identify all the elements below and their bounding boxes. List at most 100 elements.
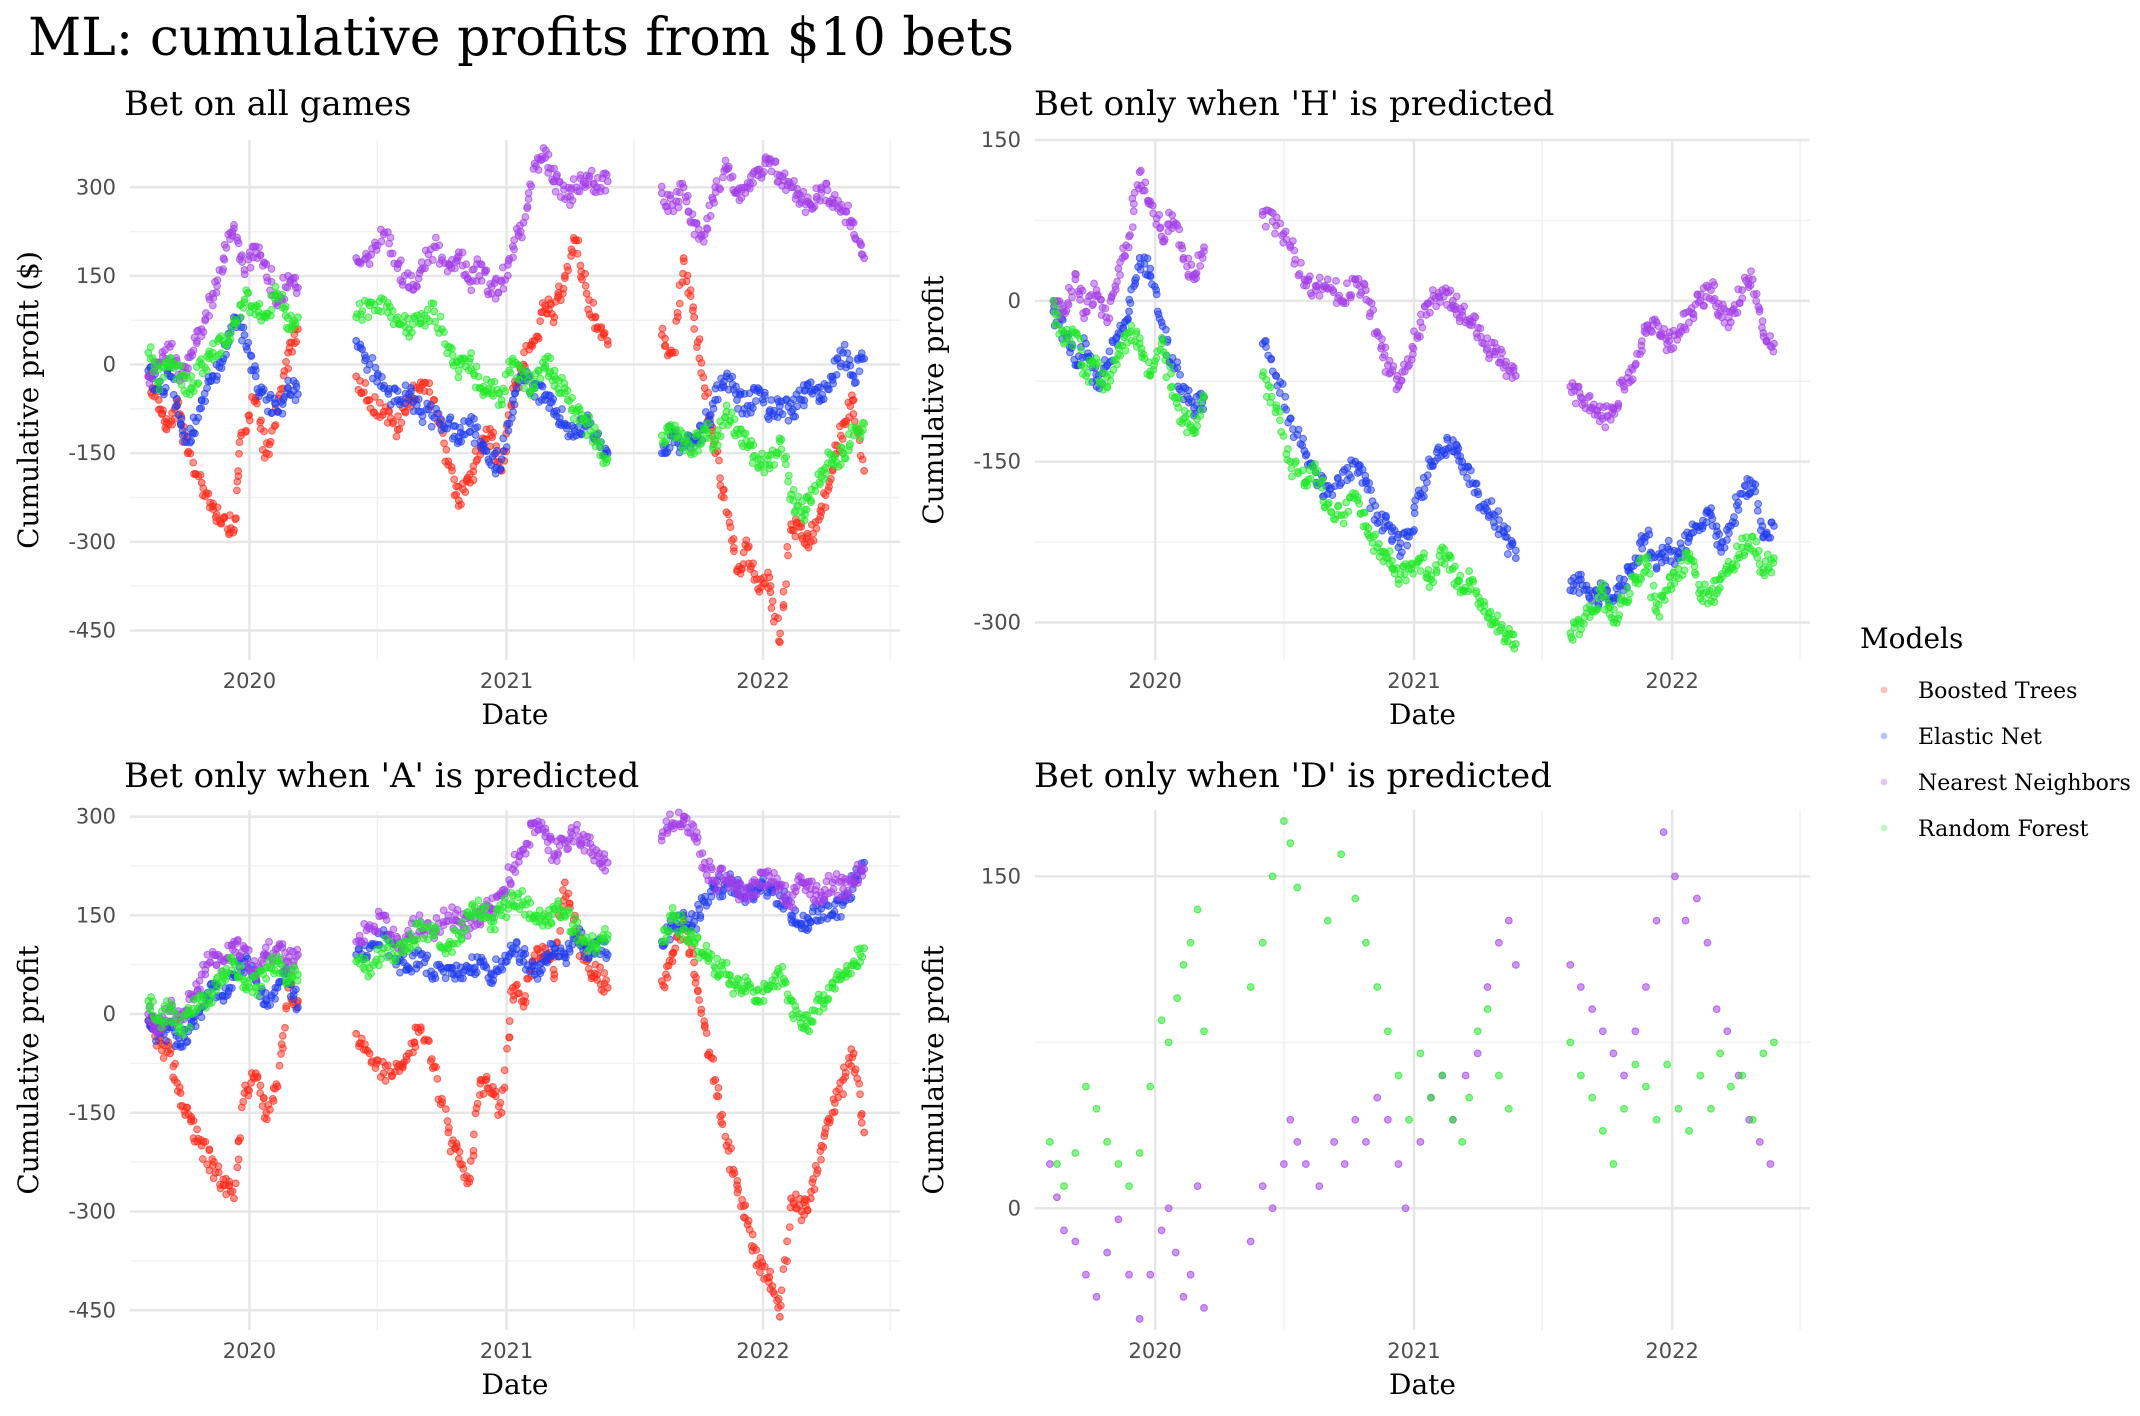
data-point: [569, 415, 578, 423]
data-point: [675, 188, 684, 197]
data-point: [1474, 490, 1483, 499]
data-point: [812, 524, 821, 533]
data-point: [458, 248, 467, 257]
data-point: [1503, 524, 1512, 533]
data-point: [1748, 275, 1757, 284]
data-point: [821, 503, 830, 512]
data-point: [690, 313, 699, 322]
data-point: [1460, 302, 1469, 311]
data-point: [810, 1185, 819, 1194]
data-point: [1329, 286, 1338, 295]
data-point: [760, 168, 768, 176]
data-point: [429, 299, 438, 308]
data-point: [1113, 277, 1121, 286]
data-point: [1419, 553, 1428, 562]
data-point: [1754, 500, 1763, 508]
data-point: [389, 417, 398, 426]
data-point: [193, 337, 201, 345]
data-point: [785, 1223, 794, 1232]
data-point: [505, 1017, 514, 1025]
data-point: [582, 289, 591, 298]
data-point: [146, 343, 155, 351]
data-point: [719, 486, 728, 494]
data-point: [415, 911, 424, 920]
data-point: [665, 443, 674, 452]
y-tick-label: 0: [103, 353, 116, 377]
data-point: [183, 1037, 192, 1046]
data-point: [166, 353, 175, 362]
data-point: [232, 486, 241, 495]
data-point: [727, 408, 736, 417]
data-point: [1284, 445, 1292, 453]
data-point: [1738, 286, 1747, 295]
data-point: [813, 1169, 821, 1178]
data-point: [1076, 334, 1085, 343]
data-point: [240, 331, 249, 339]
data-point: [1476, 324, 1485, 333]
data-point: [745, 184, 754, 193]
data-point: [836, 912, 845, 921]
data-point: [556, 296, 565, 305]
data-point: [189, 387, 198, 396]
data-point: [1720, 543, 1729, 552]
data-point: [1299, 434, 1308, 443]
data-point: [591, 313, 599, 322]
data-point: [840, 340, 849, 349]
data-point: [830, 1108, 839, 1116]
data-point: [1175, 225, 1184, 234]
data-point: [1469, 577, 1478, 586]
data-point: [718, 1120, 727, 1129]
data-point: [454, 366, 463, 375]
data-point: [857, 1118, 866, 1127]
data-point: [1638, 346, 1646, 355]
data-point: [683, 191, 692, 200]
data-point: [710, 198, 718, 207]
data-point: [197, 404, 206, 413]
data-point: [844, 201, 853, 210]
data-point: [732, 382, 741, 391]
data-point: [1305, 272, 1314, 281]
data-point: [177, 414, 186, 423]
data-point: [447, 463, 456, 471]
data-point: [236, 1134, 245, 1142]
data-point: [435, 241, 444, 250]
data-point: [235, 438, 244, 447]
data-point: [456, 423, 464, 432]
data-point: [694, 446, 703, 455]
data-point: [444, 457, 453, 466]
data-point: [550, 313, 559, 322]
data-point: [440, 328, 448, 336]
data-point: [214, 1168, 223, 1177]
data-point: [760, 391, 769, 400]
data-point: [1362, 286, 1370, 295]
x-tick-label: 2022: [1645, 669, 1698, 693]
data-point: [194, 379, 203, 387]
data-point: [425, 388, 434, 396]
data-point: [255, 243, 263, 252]
data-point: [857, 241, 866, 250]
data-point: [1471, 480, 1480, 488]
data-point: [193, 1125, 201, 1134]
data-point: [201, 397, 210, 406]
data-point: [1601, 423, 1610, 432]
data-point: [294, 1003, 302, 1012]
data-point: [849, 1049, 858, 1058]
data-point: [849, 396, 858, 404]
data-point: [841, 1072, 850, 1081]
data-point: [552, 857, 561, 865]
data-point: [775, 638, 784, 647]
data-point: [220, 255, 229, 264]
data-point: [1364, 523, 1373, 532]
data-point: [801, 208, 810, 217]
data-point: [781, 881, 790, 890]
data-point: [1770, 339, 1778, 348]
data-point: [729, 1165, 738, 1174]
data-point: [729, 534, 738, 543]
data-point: [440, 439, 448, 448]
data-point: [1343, 463, 1352, 472]
data-point: [1733, 308, 1742, 317]
data-point: [1185, 409, 1193, 418]
data-point: [266, 1105, 274, 1114]
data-point: [752, 890, 761, 899]
data-point: [1297, 258, 1305, 267]
